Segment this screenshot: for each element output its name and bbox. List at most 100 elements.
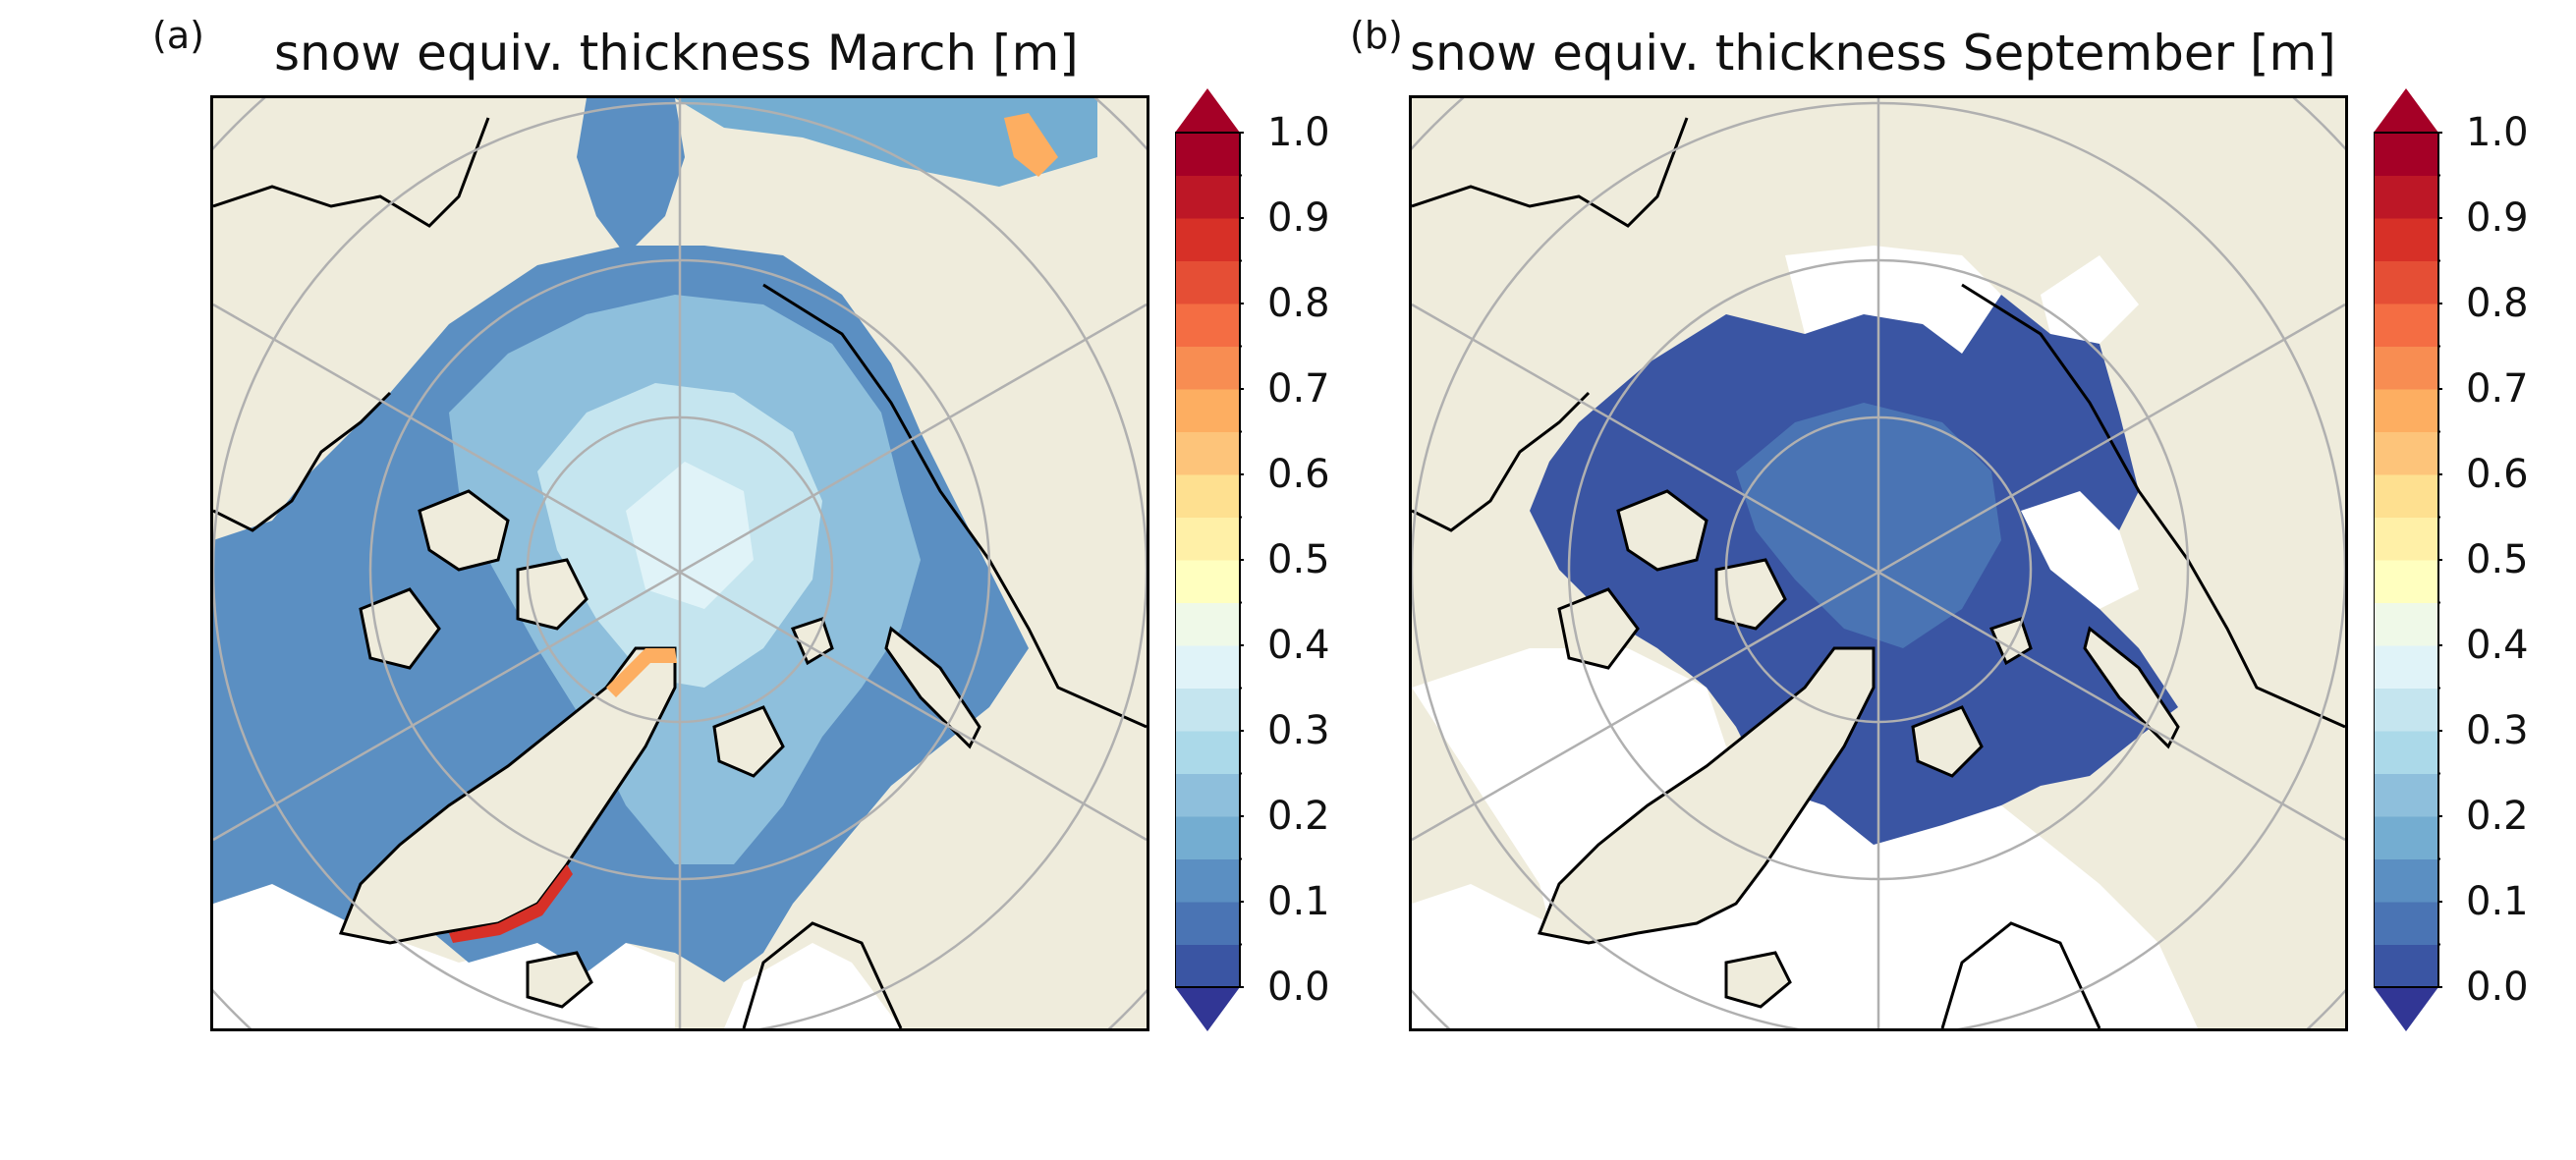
eurasia-coastline <box>1961 283 2345 729</box>
colorbar-segment <box>1175 645 1240 689</box>
greenland-coast-thick-ice <box>449 864 573 943</box>
colorbar-segment <box>1175 175 1240 219</box>
colorbar-segment <box>2374 431 2438 475</box>
colorbar-segment <box>2374 389 2438 432</box>
archipelago-island <box>1714 558 1787 631</box>
colorbar-segment <box>1175 773 1240 817</box>
colorbar-segment <box>1175 218 1240 261</box>
colorbar-segment <box>2374 517 2438 561</box>
greenland <box>1537 646 1876 945</box>
novaya-zemlya <box>2083 626 2180 749</box>
colorbar-segment <box>2374 304 2438 347</box>
colorbar-b-tick-label: 1.0 <box>2466 110 2529 155</box>
colorbar-segment <box>2374 260 2438 304</box>
colorbar-a-over-triangle <box>1175 88 1240 133</box>
scandinavia-coastline <box>742 921 903 1028</box>
colorbar-segment <box>1175 304 1240 347</box>
archipelago-island <box>418 489 510 572</box>
sea-ice-inner <box>1736 403 2001 648</box>
colorbar-segment <box>2374 773 2438 817</box>
colorbar-segment <box>1175 902 1240 945</box>
colorbar-a-labels: 1.0 0.9 0.8 0.7 0.6 0.5 0.4 0.3 0.2 0.1 … <box>1267 88 1366 1041</box>
colorbar-segment <box>2374 346 2438 390</box>
colorbar-b-tick-label: 0.6 <box>2466 452 2529 497</box>
colorbar-a-tick-label: 0.5 <box>1267 537 1330 582</box>
colorbar-a-ticks <box>1240 132 1244 988</box>
open-ocean-north-sea <box>724 943 901 1028</box>
colorbar-segment <box>1175 389 1240 432</box>
colorbar-segment <box>1175 560 1240 603</box>
colorbar-a-tick-label: 0.8 <box>1267 281 1330 326</box>
map-september-canvas <box>1412 98 2345 1028</box>
canada-coastline <box>213 391 392 532</box>
colorbar-a-tick-label: 1.0 <box>1267 110 1330 155</box>
graticule <box>1412 98 2345 1028</box>
colorbar-b-tick-label: 0.3 <box>2466 708 2529 753</box>
colorbar-a-tick-label: 0.1 <box>1267 879 1330 924</box>
colorbar-segment <box>1175 517 1240 561</box>
colorbar-a-tick-label: 0.7 <box>1267 366 1330 412</box>
colorbar-segment <box>2374 602 2438 646</box>
greenland <box>338 646 677 945</box>
colorbar-b-tick-label: 0.9 <box>2466 195 2529 241</box>
colorbar-segment <box>1175 602 1240 646</box>
archipelago-island <box>1616 489 1708 572</box>
colorbar-segment <box>1175 260 1240 304</box>
colorbar-b-labels: 1.0 0.9 0.8 0.7 0.6 0.5 0.4 0.3 0.2 0.1 … <box>2466 88 2564 1041</box>
sea-ice-core <box>626 462 754 609</box>
colorbar-b-tick-label: 0.7 <box>2466 366 2529 412</box>
colorbar-segment <box>1175 474 1240 518</box>
colorbar-b-tick-label: 0.2 <box>2466 794 2529 839</box>
map-march <box>210 95 1149 1031</box>
colorbar-a-tick-label: 0.6 <box>1267 452 1330 497</box>
colorbar-b-tick-label: 0.0 <box>2466 965 2529 1010</box>
colorbar-b-tick-label: 0.1 <box>2466 879 2529 924</box>
colorbar-segment <box>1175 858 1240 903</box>
iceland <box>1724 951 1792 1009</box>
colorbar-a-tick-label: 0.9 <box>1267 195 1330 241</box>
colorbar-a-tick-label: 0.2 <box>1267 794 1330 839</box>
eurasia-coastline <box>762 283 1147 729</box>
colorbar-segment <box>2374 858 2438 903</box>
okhotsk-ice <box>675 98 1097 187</box>
colorbar-segment <box>1175 688 1240 732</box>
okhotsk-thick-ice <box>1004 113 1058 177</box>
colorbar-segment <box>1175 346 1240 390</box>
colorbar-b-ticks <box>2438 132 2442 988</box>
colorbar-segment <box>2374 944 2438 988</box>
colorbar-b-tick-label: 0.8 <box>2466 281 2529 326</box>
colorbar-b-under-triangle <box>2374 987 2438 1031</box>
colorbar-a-tick-label: 0.3 <box>1267 708 1330 753</box>
colorbar-segment <box>2374 474 2438 518</box>
colorbar-a <box>1175 88 1244 1031</box>
colorbar-b <box>2374 88 2442 1031</box>
scandinavia-coastline <box>1940 921 2101 1028</box>
colorbar-segment <box>2374 731 2438 774</box>
map-march-canvas <box>213 98 1147 1028</box>
colorbar-segment <box>1175 944 1240 988</box>
panel-b-letter: (b) <box>1350 14 1403 57</box>
colorbar-a-tick-label: 0.4 <box>1267 623 1330 668</box>
colorbar-b-tick-label: 0.4 <box>2466 623 2529 668</box>
colorbar-b-tick-label: 0.5 <box>2466 537 2529 582</box>
colorbar-segment <box>1175 431 1240 475</box>
iceland <box>526 951 593 1009</box>
colorbar-segment <box>1175 816 1240 859</box>
colorbar-segment <box>2374 133 2438 176</box>
colorbar-b-over-triangle <box>2374 88 2438 133</box>
novaya-zemlya <box>884 626 981 749</box>
colorbar-segment <box>1175 731 1240 774</box>
alaska-coastline <box>1412 117 1689 228</box>
panel-a-letter: (a) <box>152 14 204 57</box>
colorbar-segment <box>2374 218 2438 261</box>
colorbar-segment <box>2374 688 2438 732</box>
open-ocean-chukchi <box>1785 246 2001 354</box>
map-september <box>1409 95 2348 1031</box>
colorbar-a-under-triangle <box>1175 987 1240 1031</box>
colorbar-segment <box>2374 175 2438 219</box>
graticule <box>213 98 1147 1028</box>
svalbard <box>712 705 785 778</box>
colorbar-segment <box>1175 133 1240 176</box>
franz-josef-land <box>790 617 834 666</box>
franz-josef-land <box>1988 617 2033 666</box>
